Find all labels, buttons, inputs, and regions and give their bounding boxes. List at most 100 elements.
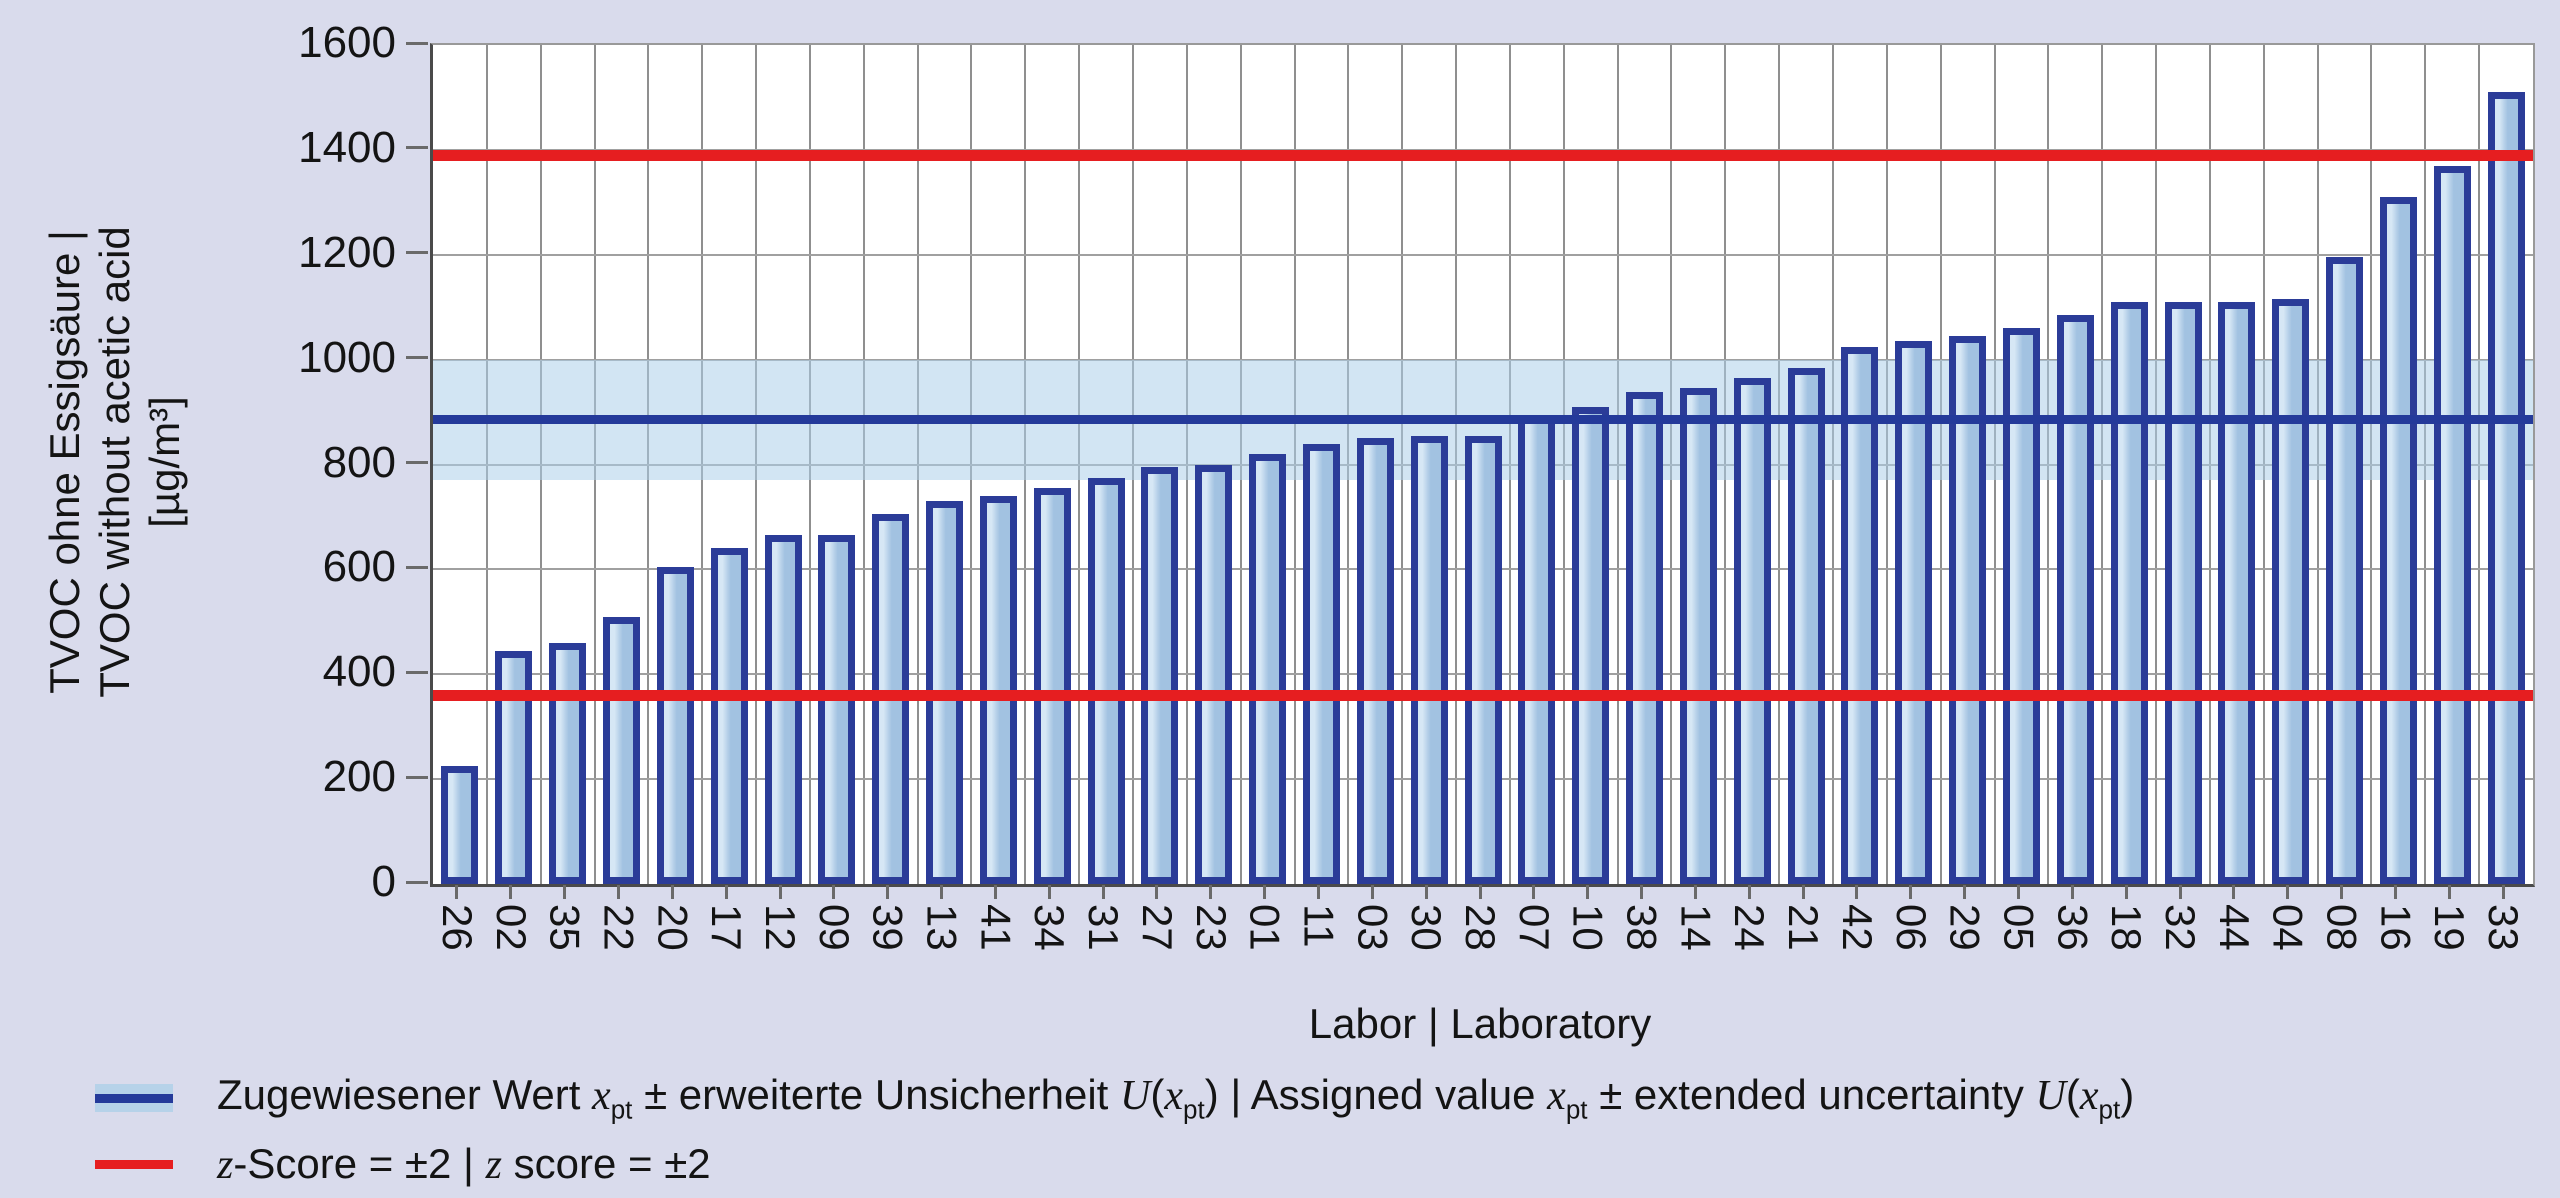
x-tick-label-31: 31: [1080, 904, 1128, 951]
x-tick-mark: [832, 885, 836, 899]
bar-35: [549, 642, 587, 884]
bar-36: [2056, 315, 2094, 884]
x-tick-mark: [2447, 885, 2451, 899]
bar-21: [1787, 367, 1825, 884]
x-tick-label-13: 13: [918, 904, 966, 951]
x-tick-label-44: 44: [2210, 904, 2258, 951]
bar-19: [2433, 165, 2471, 884]
x-tick-mark: [1263, 885, 1267, 899]
x-tick-mark: [455, 885, 459, 899]
y-tick-mark: [406, 880, 428, 884]
legend-item-z-score: z-Score = ±2 | z score = ±2: [95, 1138, 2134, 1190]
x-tick-label-17: 17: [703, 904, 751, 951]
x-tick-label-21: 21: [1780, 904, 1828, 951]
x-tick-mark: [993, 885, 997, 899]
y-tick-mark: [406, 356, 428, 360]
x-tick-mark: [670, 885, 674, 899]
bar-02: [495, 650, 533, 884]
y-tick-mark: [406, 461, 428, 464]
assigned-value-line-icon: [95, 1094, 173, 1103]
x-tick-label-14: 14: [1672, 904, 1720, 951]
x-tick-label-29: 29: [1941, 904, 1989, 951]
bar-18: [2110, 301, 2148, 884]
x-tick-label-33: 33: [2480, 904, 2528, 951]
x-tick-label-12: 12: [757, 904, 804, 951]
x-tick-label-36: 36: [2049, 904, 2097, 951]
bar-42: [1841, 346, 1879, 884]
bar-26: [441, 766, 479, 884]
x-tick-mark: [1693, 885, 1697, 899]
bar-10: [1572, 406, 1610, 884]
x-tick-label-03: 03: [1349, 904, 1397, 951]
x-tick-mark: [2340, 885, 2344, 899]
x-tick-mark: [2178, 885, 2182, 899]
x-tick-label-06: 06: [1887, 904, 1935, 951]
x-tick-label-34: 34: [1026, 904, 1074, 951]
y-tick-mark: [406, 775, 428, 779]
x-tick-label-10: 10: [1564, 904, 1612, 951]
bar-33: [2487, 92, 2525, 884]
x-tick-mark: [2232, 885, 2236, 899]
x-tick-mark: [724, 885, 728, 899]
bar-44: [2218, 301, 2256, 884]
y-axis-title: TVOC ohne Essigsäure | TVOC without acet…: [40, 226, 190, 698]
x-tick-mark: [886, 885, 890, 899]
bar-22: [602, 616, 640, 884]
x-tick-label-07: 07: [1510, 904, 1558, 951]
x-tick-mark: [778, 885, 782, 899]
x-tick-label-41: 41: [972, 904, 1020, 951]
plot-area: [430, 43, 2535, 887]
x-tick-mark: [1586, 885, 1590, 899]
x-tick-label-24: 24: [1726, 904, 1774, 951]
x-tick-label-05: 05: [1995, 904, 2043, 951]
y-tick-label: 400: [322, 647, 396, 697]
x-tick-mark: [1963, 885, 1967, 899]
x-tick-mark: [2286, 885, 2290, 899]
bar-34: [1033, 488, 1071, 884]
x-tick-label-18: 18: [2103, 904, 2151, 951]
bar-28: [1464, 435, 1502, 884]
assigned-value-line-swatch: [95, 1084, 173, 1112]
horizontal-gridline: [433, 253, 2533, 256]
x-tick-mark: [616, 885, 620, 899]
y-tick-label: 0: [371, 857, 396, 906]
x-tick-label-38: 38: [1618, 904, 1666, 951]
x-tick-label-11: 11: [1295, 904, 1343, 948]
bar-27: [1141, 467, 1179, 884]
y-tick-label: 1000: [298, 332, 396, 382]
bar-23: [1195, 464, 1233, 884]
y-tick-label: 200: [322, 752, 396, 802]
bar-24: [1733, 377, 1771, 884]
bar-01: [1249, 454, 1287, 884]
x-tick-mark: [1316, 885, 1320, 899]
bar-11: [1302, 443, 1340, 884]
x-tick-label-22: 22: [595, 904, 643, 951]
bar-31: [1087, 477, 1125, 884]
x-tick-label-23: 23: [1187, 904, 1235, 951]
bar-20: [656, 566, 694, 884]
x-tick-mark: [940, 885, 944, 899]
x-tick-label-26: 26: [433, 904, 481, 951]
assigned-value-line: [433, 415, 2533, 425]
y-tick-mark: [406, 41, 428, 45]
bar-32: [2164, 301, 2202, 884]
x-tick-mark: [1855, 885, 1859, 899]
x-tick-mark: [509, 885, 513, 899]
bar-04: [2272, 299, 2310, 884]
x-tick-mark: [1209, 885, 1213, 899]
x-tick-label-27: 27: [1133, 904, 1181, 951]
bar-07: [1518, 417, 1556, 884]
legend-item-assigned-value: Zugewiesener Wert xpt ± erweiterte Unsic…: [95, 1070, 2135, 1125]
x-tick-label-42: 42: [1833, 904, 1881, 951]
x-tick-mark: [1747, 885, 1751, 899]
x-tick-label-35: 35: [541, 904, 589, 951]
x-tick-mark: [2124, 885, 2128, 899]
x-tick-label-20: 20: [649, 904, 697, 951]
legend: Zugewiesener Wert xpt ± erweiterte Unsic…: [95, 1070, 2135, 1198]
legend-assigned-value-label: Zugewiesener Wert xpt ± erweiterte Unsic…: [217, 1070, 2135, 1125]
legend-z-score-label: z-Score = ±2 | z score = ±2: [217, 1139, 711, 1188]
z-score-upper-line: [433, 149, 2533, 161]
x-tick-mark: [2016, 885, 2020, 899]
x-tick-label-32: 32: [2157, 904, 2204, 951]
bar-16: [2379, 197, 2417, 884]
